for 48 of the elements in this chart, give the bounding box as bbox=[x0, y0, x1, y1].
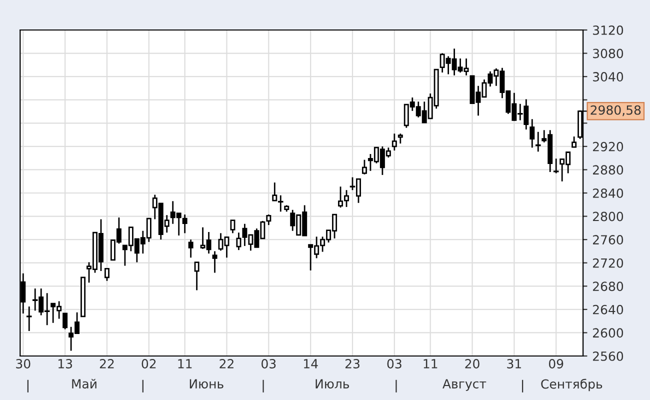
candlestick bbox=[230, 220, 236, 234]
text: Май bbox=[72, 378, 96, 388]
candlestick bbox=[536, 131, 541, 152]
y-tick-label: 2720 bbox=[592, 258, 624, 268]
x-tick-label: 11 bbox=[178, 359, 192, 368]
x-tick-label: 23 bbox=[345, 359, 360, 368]
candlestick bbox=[104, 268, 110, 282]
candlestick bbox=[392, 132, 397, 152]
x-tick-label: 31 bbox=[507, 359, 521, 368]
candlestick bbox=[266, 214, 272, 226]
y-tick-label: 3040 bbox=[593, 72, 624, 82]
y-tick-label: 2600 bbox=[592, 328, 624, 338]
y-tick-label: 2800 bbox=[592, 212, 624, 222]
x-tick-label: 30 bbox=[16, 359, 30, 368]
candlestick bbox=[62, 312, 68, 330]
y-tick-label: 2840 bbox=[592, 188, 624, 198]
text: Июль bbox=[316, 379, 350, 388]
text: 2980,58 bbox=[590, 105, 641, 116]
y-tick-label: 2560 bbox=[592, 351, 624, 361]
y-tick-label: 2640 bbox=[592, 304, 624, 314]
candlestick bbox=[572, 136, 577, 148]
y-tick-label: 2760 bbox=[592, 235, 624, 244]
text: Июнь bbox=[190, 379, 224, 388]
candlestick bbox=[362, 159, 367, 176]
x-tick-label: 22 bbox=[220, 359, 234, 368]
candlestick bbox=[188, 238, 194, 258]
candlestick bbox=[194, 262, 200, 291]
y-tick-label: 3120 bbox=[593, 25, 624, 35]
x-tick-label: 13 bbox=[58, 359, 72, 368]
y-tick-label: 2920 bbox=[592, 142, 624, 152]
x-tick-label: 20 bbox=[465, 359, 480, 368]
x-tick-label: 11 bbox=[424, 359, 438, 368]
y-tick-label: 2880 bbox=[592, 165, 624, 175]
text: Сентябрь bbox=[541, 378, 602, 392]
candlestick bbox=[530, 118, 535, 148]
candlestick bbox=[26, 306, 32, 332]
x-tick-label: 14 bbox=[304, 359, 318, 368]
x-tick-label: 03 bbox=[262, 359, 276, 368]
candlestick bbox=[212, 250, 218, 274]
x-tick-label: 09 bbox=[548, 359, 564, 368]
x-tick-label: 22 bbox=[100, 359, 114, 368]
text: Август bbox=[442, 379, 486, 391]
x-tick-label: 02 bbox=[142, 359, 156, 368]
candlestick bbox=[182, 214, 188, 234]
candlestick bbox=[398, 132, 403, 144]
y-tick-label: 3080 bbox=[593, 48, 624, 58]
x-tick-label: 03 bbox=[387, 359, 402, 368]
y-tick-label: 2680 bbox=[592, 282, 624, 292]
